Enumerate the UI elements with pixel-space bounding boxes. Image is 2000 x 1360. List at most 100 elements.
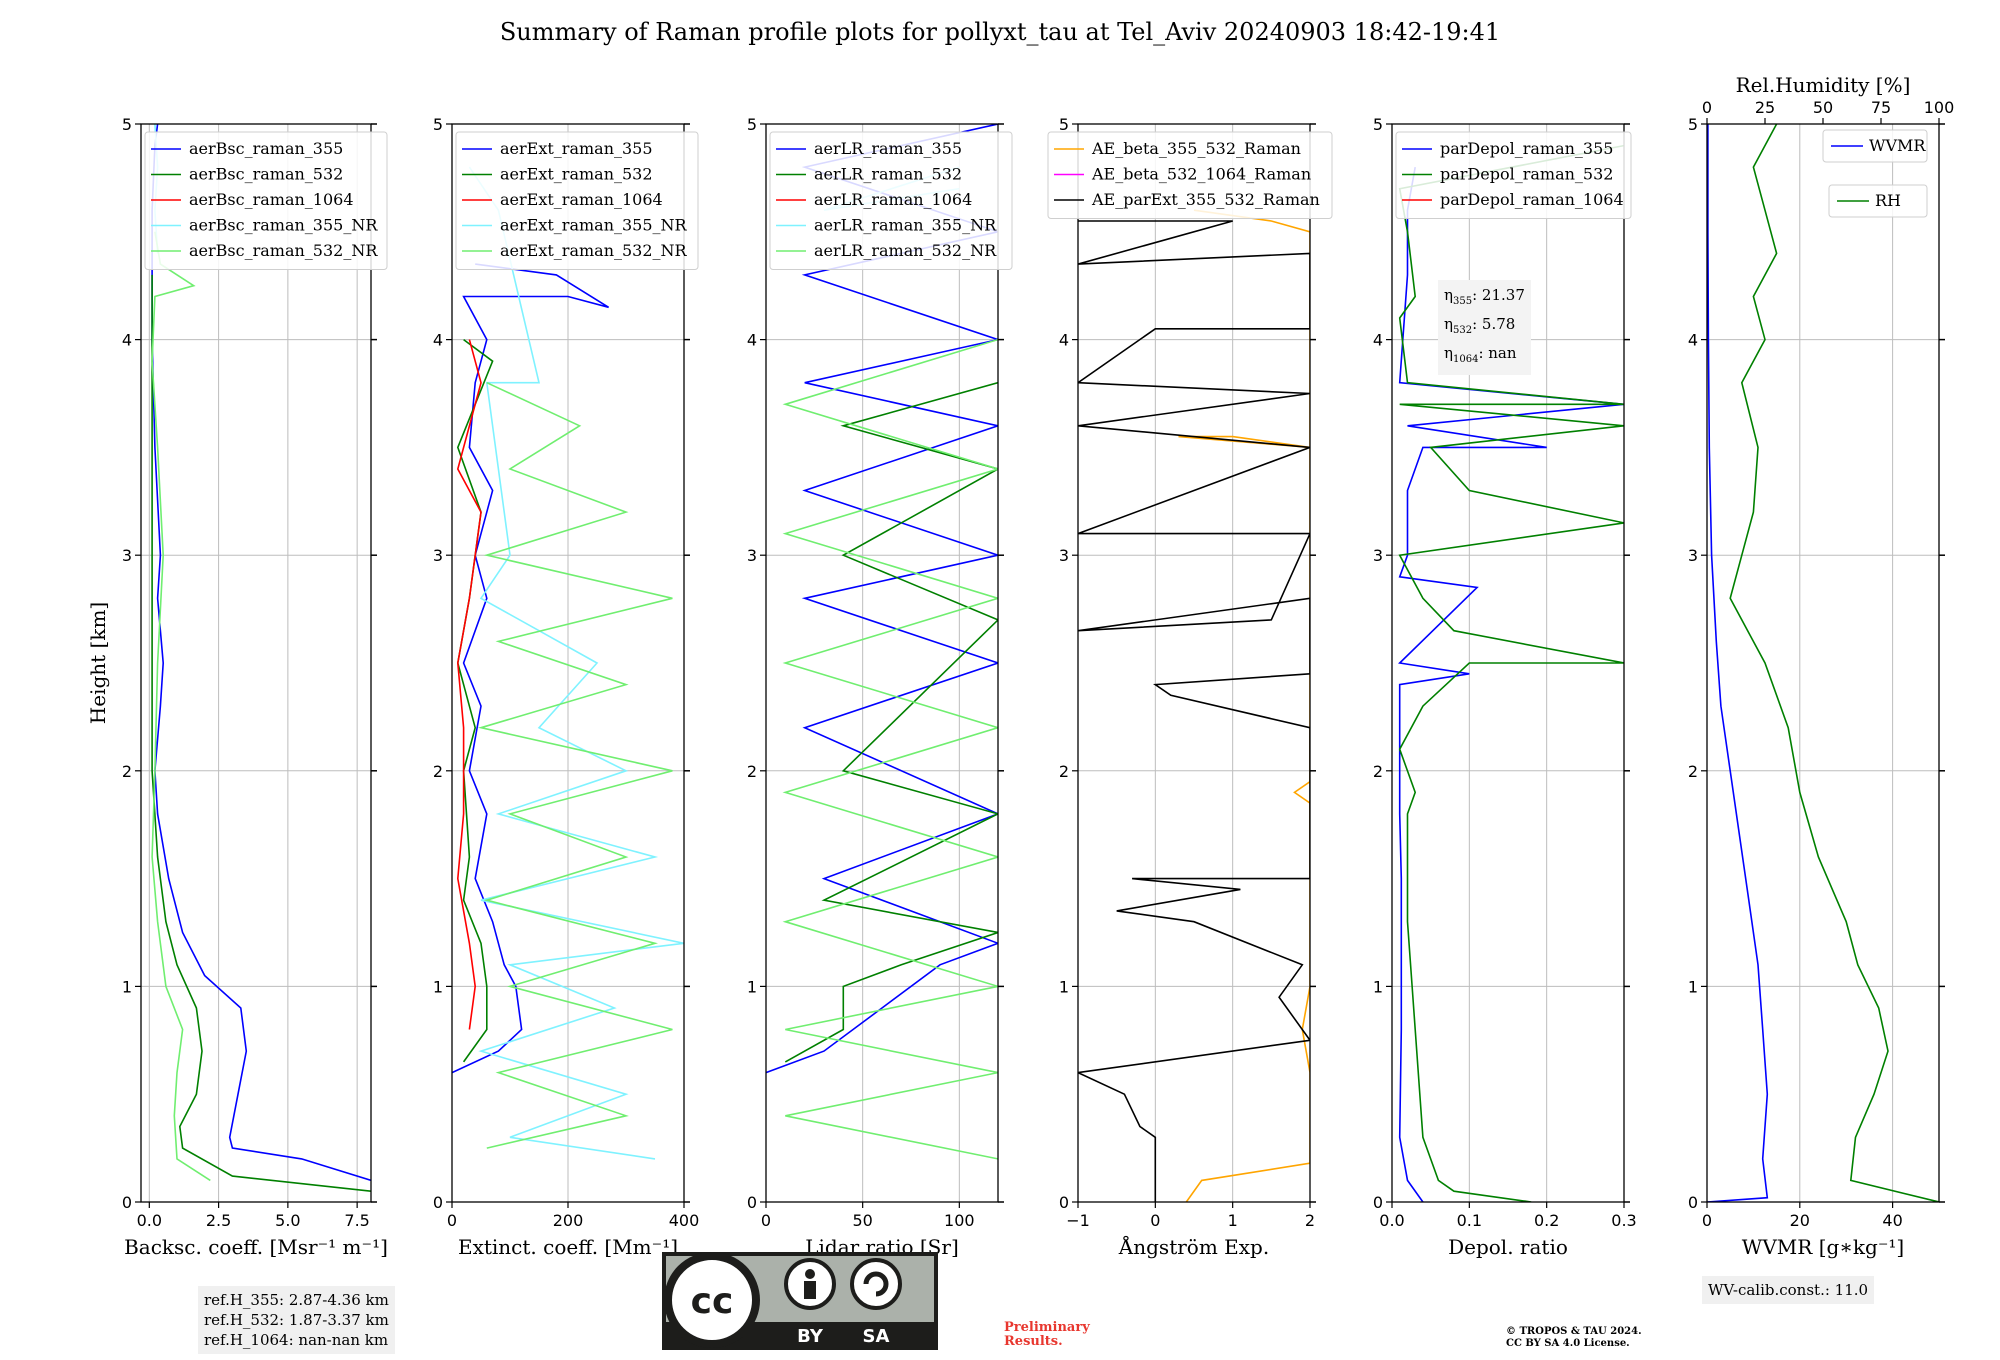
y-tick-label: 3 (1373, 546, 1383, 565)
legend-label: aerExt_raman_532_NR (500, 241, 688, 260)
y-tick-label: 2 (747, 762, 757, 781)
series-line-aerLR_raman_355 (766, 124, 998, 1074)
eta-532: η532: 5.78 (1444, 313, 1525, 342)
series-line-aerExt_raman_532_NR (477, 381, 673, 1149)
y-tick-label: 0 (1059, 1193, 1069, 1212)
y-tick-label: 5 (1688, 115, 1698, 134)
legend-label: WVMR (1869, 136, 1926, 155)
panel-5: 0.0 0.1 0.2 0.3 0 1 2 3 4 5 Depol. ratio parDepol_r… (1373, 115, 1637, 1259)
legend-box (1822, 129, 1928, 163)
y-tick-label: 5 (433, 115, 443, 134)
eta-sub-355: 355 (1453, 296, 1473, 307)
eta-symbol: η (1444, 344, 1453, 362)
x-tick-label: 0 (1702, 1211, 1712, 1230)
y-tick-label: 5 (122, 115, 132, 134)
eta-symbol: η (1444, 315, 1453, 333)
series-line-aerExt_raman_355_NR (468, 166, 684, 1160)
x-tick-label: 7.5 (344, 1211, 369, 1230)
series-line-aerExt_raman_1064 (456, 339, 482, 1030)
panel-2: 0 200 400 0 1 2 3 4 5 Extinct. coeff. [Mm⁻¹] aerEx… (433, 115, 699, 1259)
legend-label: aerBsc_raman_1064 (189, 190, 354, 209)
y-axis-label: Height [km] (86, 602, 110, 724)
eta-sub-532: 532 (1453, 325, 1473, 336)
series-line-AE_parExt_355_532_Raman (1078, 220, 1310, 1202)
x-tick-label: 0 (761, 1211, 771, 1230)
legend-label: aerExt_raman_1064 (500, 190, 663, 209)
x-tick-label: 0 (447, 1211, 457, 1230)
y-tick-label: 5 (1059, 115, 1069, 134)
sa-share-icon (850, 1258, 902, 1310)
panel-6: 0 20 40 0 1 2 3 4 5 WVMR [g∗kg⁻¹] 0 25 50 75 100 Rel.Hu… (1688, 73, 1954, 1259)
plot-panels: 0.0 2.5 5.0 7.5 0 1 2 3 4 5 Backsc. coeff. [Msr⁻¹ … (86, 73, 1954, 1259)
x-axis-label: Extinct. coeff. [Mm⁻¹] (458, 1235, 678, 1259)
legend-label: parDepol_raman_355 (1440, 139, 1613, 158)
y-tick-label: 3 (747, 546, 757, 565)
legend-box (1828, 184, 1928, 218)
legend-label: aerBsc_raman_532 (189, 165, 343, 184)
x-tick-label: −1 (1066, 1211, 1090, 1230)
cc-text: cc (691, 1281, 734, 1322)
x-axis-label: WVMR [g∗kg⁻¹] (1742, 1235, 1904, 1259)
series-line-WVMR (1707, 124, 1769, 1202)
eta-value-532: : 5.78 (1472, 315, 1516, 333)
x2-tick-label: 0 (1702, 98, 1712, 117)
eta-box: η355: 21.37 η532: 5.78 η1064: nan (1438, 280, 1531, 375)
legend-label: aerLR_raman_355_NR (814, 216, 997, 235)
y-tick-label: 3 (1688, 546, 1698, 565)
series-line-RH (1729, 124, 1939, 1202)
axes-frame (1391, 123, 1625, 1203)
copyright-line-2: CC BY SA 4.0 License. (1506, 1338, 1630, 1349)
legend-box (455, 131, 699, 270)
x-tick-label: 0.1 (1457, 1211, 1482, 1230)
y-tick-label: 2 (122, 762, 132, 781)
x-tick-label: 100 (944, 1211, 975, 1230)
x2-tick-label: 75 (1871, 98, 1891, 117)
x-tick-label: 40 (1882, 1211, 1902, 1230)
eta-1064: η1064: nan (1444, 342, 1525, 371)
x-tick-label: 200 (553, 1211, 584, 1230)
y-tick-label: 0 (747, 1193, 757, 1212)
sa-arrow-icon (863, 1271, 889, 1297)
y-tick-label: 0 (1373, 1193, 1383, 1212)
legend-box (1395, 131, 1632, 219)
x-tick-label: 1 (1228, 1211, 1238, 1230)
x-tick-label: 0.3 (1611, 1211, 1636, 1230)
legend-label: aerLR_raman_532 (814, 165, 962, 184)
legend-label: aerExt_raman_355_NR (500, 216, 688, 235)
panel-1: 0.0 2.5 5.0 7.5 0 1 2 3 4 5 Backsc. coeff. [Msr⁻¹ … (86, 115, 388, 1259)
legend-label: parDepol_raman_1064 (1440, 190, 1624, 209)
copyright-line-1: © TROPOS & TAU 2024. (1506, 1326, 1642, 1337)
axes-frame (1077, 123, 1311, 1203)
series-line-aerLR_raman_532 (784, 381, 998, 1063)
cc-license-badge: cc BY SA (662, 1252, 938, 1350)
series-line-aerLR_raman_532_NR (782, 338, 998, 1160)
series-line-aerBsc_raman_532_NR (151, 231, 211, 1182)
y-tick-label: 2 (433, 762, 443, 781)
y-tick-label: 4 (1059, 331, 1069, 350)
legend-label: parDepol_raman_532 (1440, 165, 1613, 184)
legend-label: RH (1875, 191, 1901, 210)
x-tick-label: 2.5 (206, 1211, 231, 1230)
legend-box (1047, 131, 1333, 219)
eta-value-355: : 21.37 (1472, 286, 1525, 304)
sa-label: SA (863, 1326, 890, 1347)
ref-height-532: ref.H_532: 1.87-3.37 km (204, 1311, 389, 1329)
legend-label: AE_beta_355_532_Raman (1091, 139, 1301, 158)
legend-box (769, 131, 1013, 270)
x-tick-label: 2 (1305, 1211, 1315, 1230)
reference-height-box: ref.H_355: 2.87-4.36 km ref.H_532: 1.87-… (198, 1286, 395, 1354)
by-label: BY (797, 1326, 824, 1347)
wv-calibration-box: WV-calib.const.: 11.0 (1702, 1276, 1875, 1304)
y-tick-label: 1 (433, 977, 443, 996)
y-tick-label: 2 (1373, 762, 1383, 781)
series-line-aerBsc_raman_355 (151, 124, 371, 1182)
legend-label: AE_beta_532_1064_Raman (1091, 165, 1311, 184)
x2-tick-label: 50 (1813, 98, 1833, 117)
legend-label: aerBsc_raman_355_NR (189, 216, 378, 235)
figure-title: Summary of Raman profile plots for polly… (499, 18, 1501, 46)
y-tick-label: 1 (747, 977, 757, 996)
eta-value-1064: : nan (1478, 344, 1517, 362)
legend-label: aerBsc_raman_355 (189, 139, 343, 158)
